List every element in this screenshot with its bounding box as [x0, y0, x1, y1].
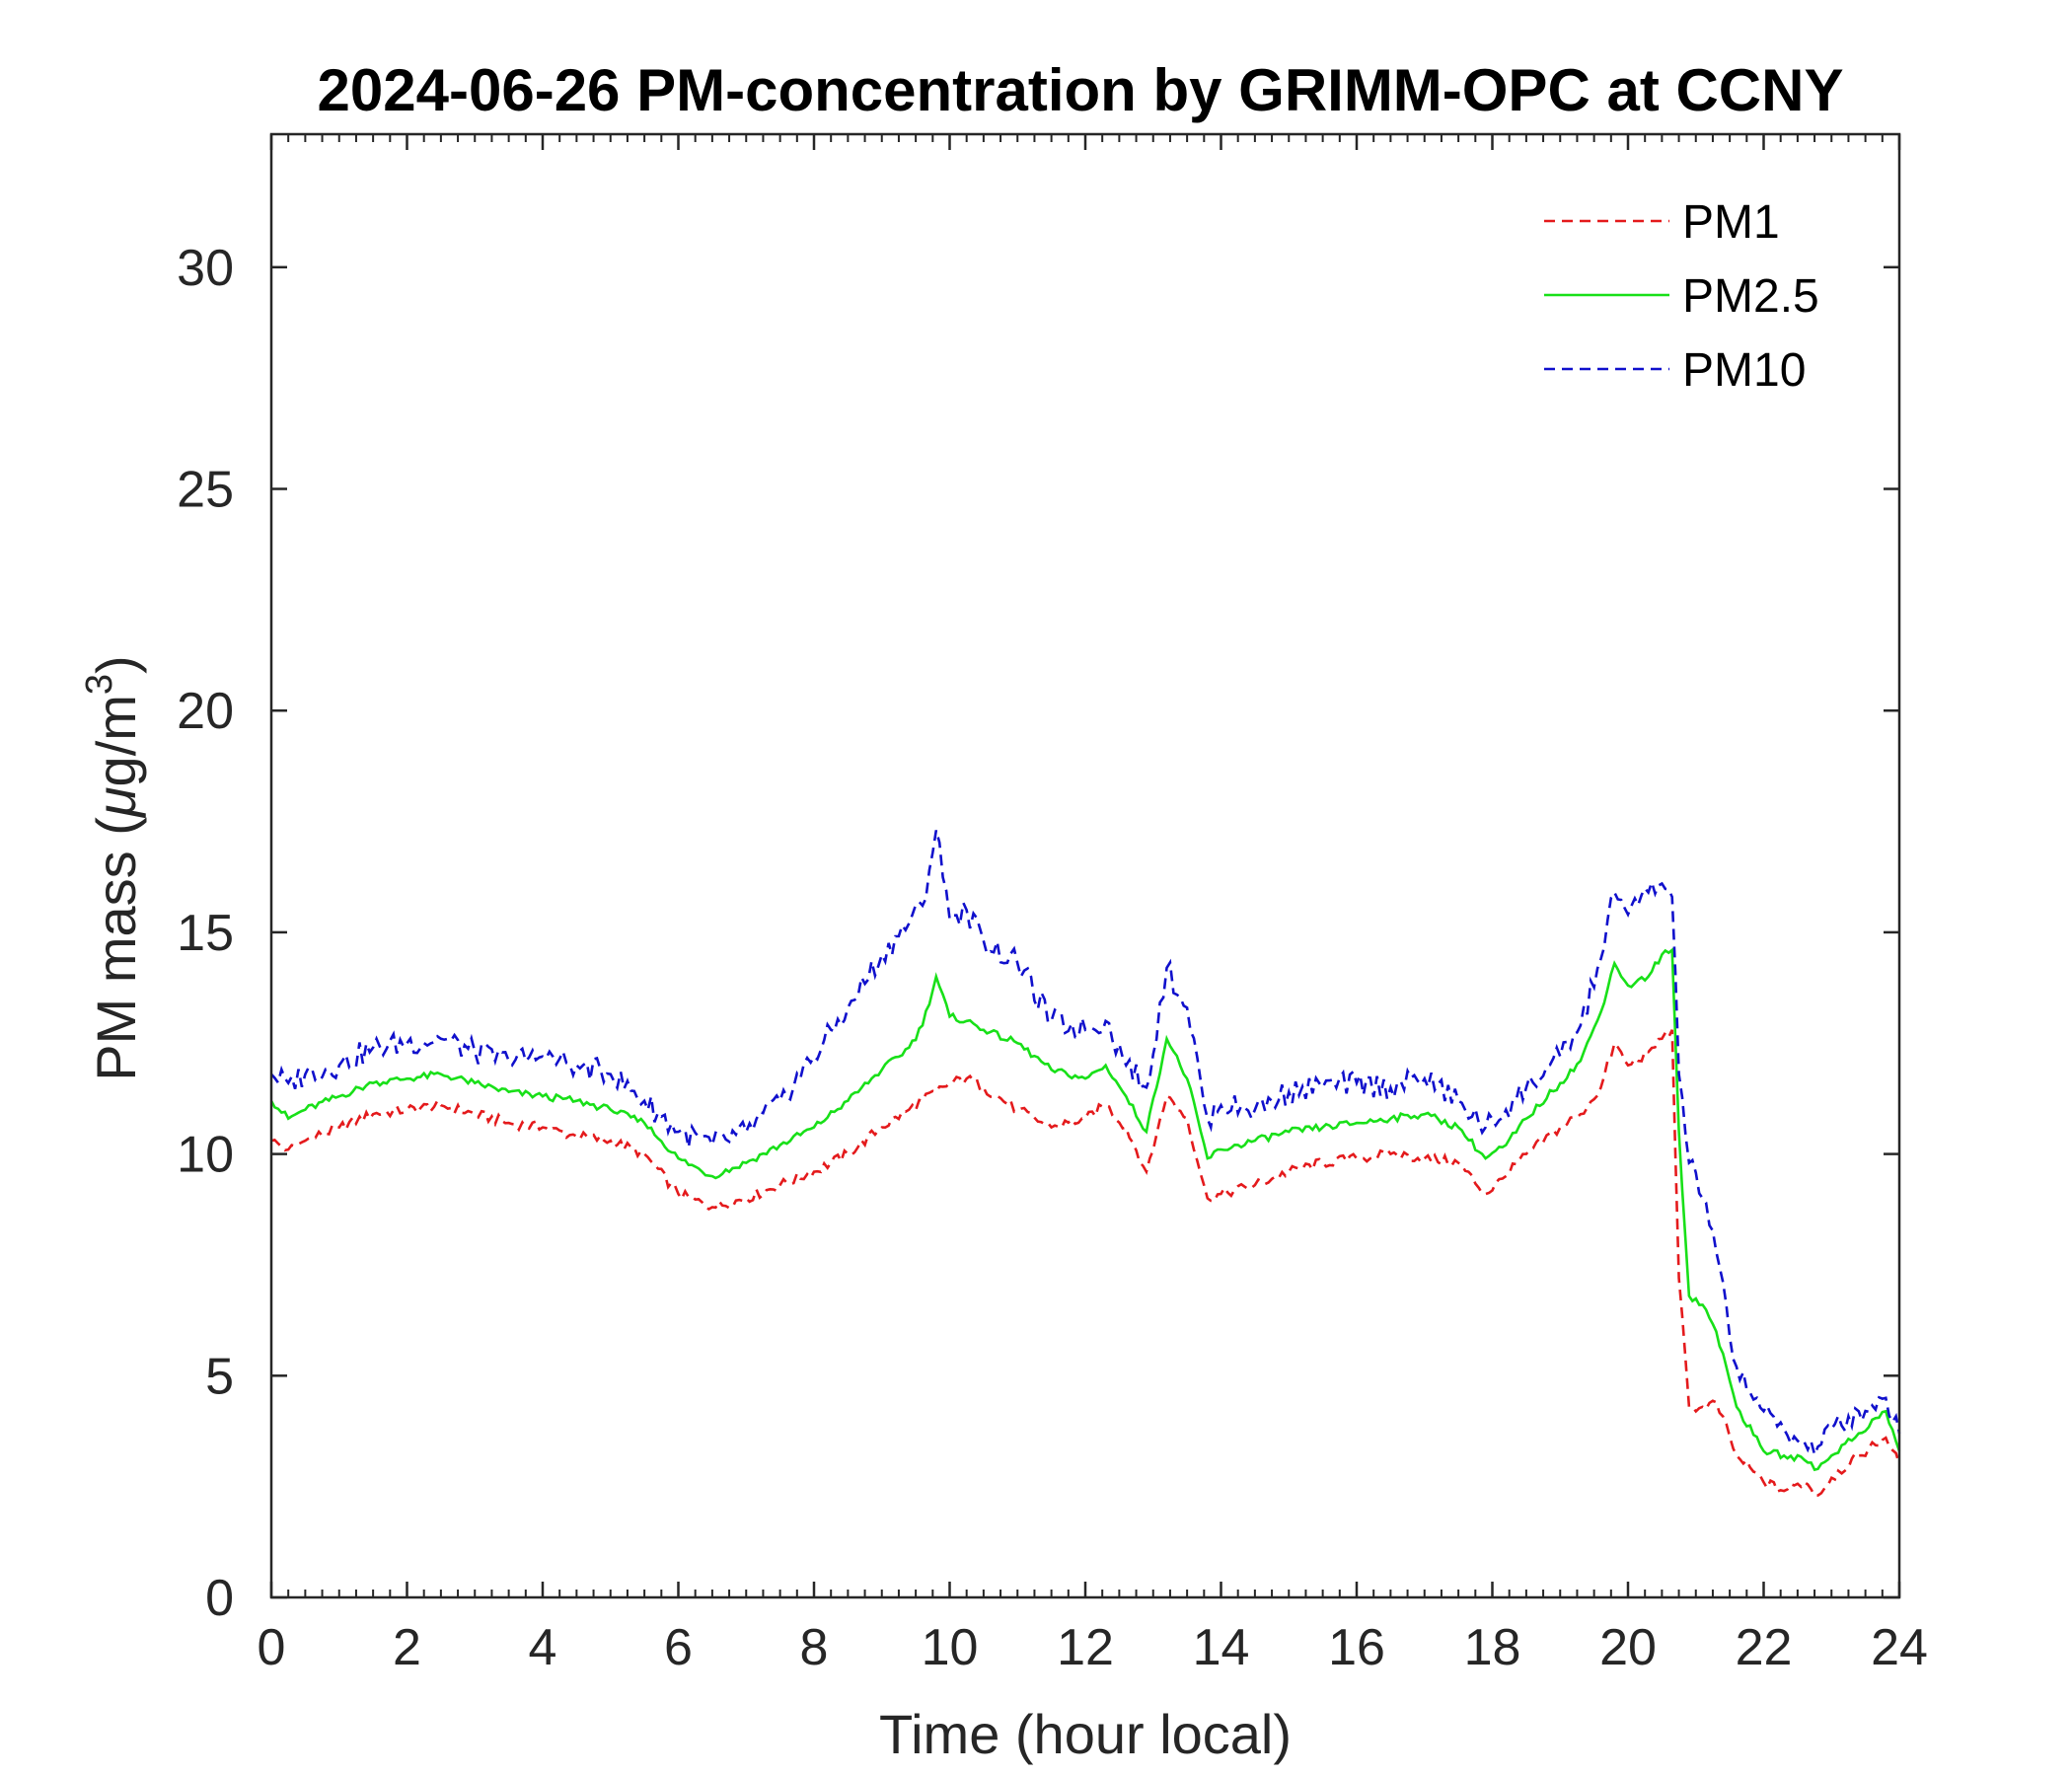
- x-tick-label: 24: [1871, 1619, 1928, 1676]
- x-tick-label: 18: [1464, 1619, 1521, 1676]
- legend-label-pm1: PM1: [1682, 196, 1780, 249]
- y-axis-label: PM mass (μg/m3): [79, 655, 147, 1080]
- series-lines: [269, 830, 1901, 1498]
- plot-frame: [269, 132, 1901, 1599]
- y-tick-labels: 0 5 10 15 20 25 30: [177, 240, 234, 1627]
- x-tick-labels: 0 2 4 6 8 10 12 14 16 18 20 22 24: [258, 1619, 1928, 1676]
- chart-title: 2024-06-26 PM-concentration by GRIMM-OPC…: [318, 57, 1844, 123]
- x-tick-label: 8: [800, 1619, 829, 1676]
- x-tick-label: 14: [1193, 1619, 1250, 1676]
- minor-ticks: [287, 134, 1884, 1597]
- x-tick-label: 10: [922, 1619, 979, 1676]
- x-tick-label: 12: [1057, 1619, 1114, 1676]
- y-tick-label: 30: [177, 240, 234, 297]
- legend-label-pm25: PM2.5: [1682, 270, 1819, 323]
- y-tick-label: 20: [177, 683, 234, 740]
- x-tick-label: 2: [393, 1619, 421, 1676]
- x-tick-label: 6: [664, 1619, 693, 1676]
- y-tick-label: 0: [205, 1570, 234, 1627]
- legend: PM1 PM2.5 PM10: [1544, 196, 1819, 397]
- x-axis-label: Time (hour local): [879, 1703, 1292, 1765]
- x-tick-label: 22: [1736, 1619, 1793, 1676]
- y-tick-label: 25: [177, 462, 234, 519]
- y-tick-label: 5: [205, 1348, 234, 1405]
- x-tick-label: 20: [1599, 1619, 1657, 1676]
- pm25-line: [269, 947, 1901, 1472]
- y-tick-label: 10: [177, 1127, 234, 1184]
- x-tick-label: 0: [258, 1619, 286, 1676]
- pm1-line: [270, 1029, 1901, 1498]
- pm10-line: [270, 830, 1901, 1459]
- legend-label-pm10: PM10: [1682, 344, 1806, 397]
- x-tick-label: 4: [529, 1619, 557, 1676]
- x-tick-label: 16: [1328, 1619, 1385, 1676]
- y-tick-label: 15: [177, 905, 234, 962]
